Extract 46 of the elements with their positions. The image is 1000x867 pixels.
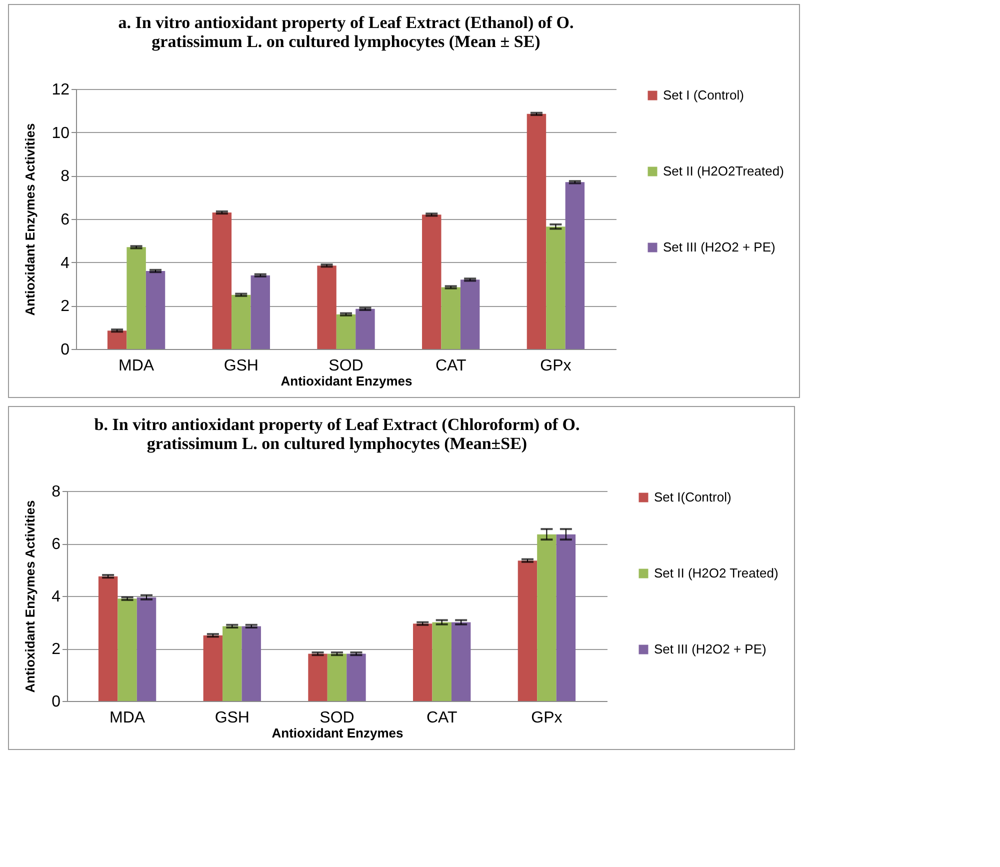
y-tick-label: 2 bbox=[52, 641, 61, 658]
legend-label: Set I (Control) bbox=[663, 88, 744, 102]
legend-label: Set I(Control) bbox=[654, 490, 732, 504]
x-tick-label: GSH bbox=[224, 358, 258, 374]
y-axis-title: Antioxidant Enzymes Activities bbox=[22, 123, 38, 316]
bar bbox=[356, 308, 375, 349]
x-tick-label: SOD bbox=[328, 358, 364, 374]
bar bbox=[441, 287, 460, 349]
y-tick-label: 8 bbox=[52, 484, 61, 500]
y-axis-title: Antioxidant Enzymes Activities bbox=[22, 500, 38, 693]
y-tick-label: 4 bbox=[52, 588, 61, 606]
chart-title: a. In vitro antioxidant property of Leaf Extract (Ethanol) of O. gratissimum L. on cultured lymphocytes (Mean ± SE) bbox=[118, 13, 574, 51]
x-tick-label: MDA bbox=[118, 358, 154, 374]
y-tick-label: 6 bbox=[52, 536, 61, 553]
bar bbox=[336, 314, 356, 349]
legend-label: Set II (H2O2 Treated) bbox=[654, 566, 778, 580]
bar bbox=[422, 214, 442, 349]
bar bbox=[126, 247, 146, 349]
y-tick-label: 12 bbox=[52, 82, 70, 98]
y-tick-label: 0 bbox=[52, 694, 61, 710]
legend-label: Set II (H2O2Treated) bbox=[663, 164, 784, 178]
y-tick-label: 2 bbox=[60, 298, 70, 316]
bar bbox=[565, 182, 585, 349]
y-tick-label: 8 bbox=[60, 168, 70, 186]
y-tick-label: 10 bbox=[52, 124, 70, 142]
y-tick-label: 4 bbox=[60, 254, 70, 272]
legend-label: Set III (H2O2 + PE) bbox=[654, 642, 766, 656]
x-tick-label: GSH bbox=[214, 710, 250, 726]
x-tick-label: SOD bbox=[320, 710, 354, 726]
y-tick-label: 6 bbox=[60, 212, 70, 228]
bar bbox=[526, 114, 546, 349]
x-axis-title: Antioxidant Enzymes bbox=[272, 726, 404, 740]
x-tick-label: CAT bbox=[435, 358, 466, 374]
x-tick-label: MDA bbox=[110, 710, 146, 726]
bar bbox=[537, 534, 556, 701]
bar bbox=[232, 294, 251, 349]
x-tick-label: CAT bbox=[426, 710, 458, 726]
x-tick-label: GPx bbox=[540, 358, 572, 374]
chart-title: b. In vitro antioxidant property of Leaf Extract (Chloroform) of O. gratissimum L. on cultured lymphocytes (Mean±SE) bbox=[94, 415, 580, 453]
bar bbox=[250, 275, 270, 349]
bar bbox=[556, 534, 576, 701]
legend-label: Set III (H2O2 + PE) bbox=[663, 240, 776, 254]
bar bbox=[460, 280, 480, 349]
y-tick-label: 0 bbox=[60, 342, 70, 358]
x-tick-label: GPx bbox=[531, 710, 562, 726]
x-axis-title: Antioxidant Enzymes bbox=[280, 374, 412, 388]
